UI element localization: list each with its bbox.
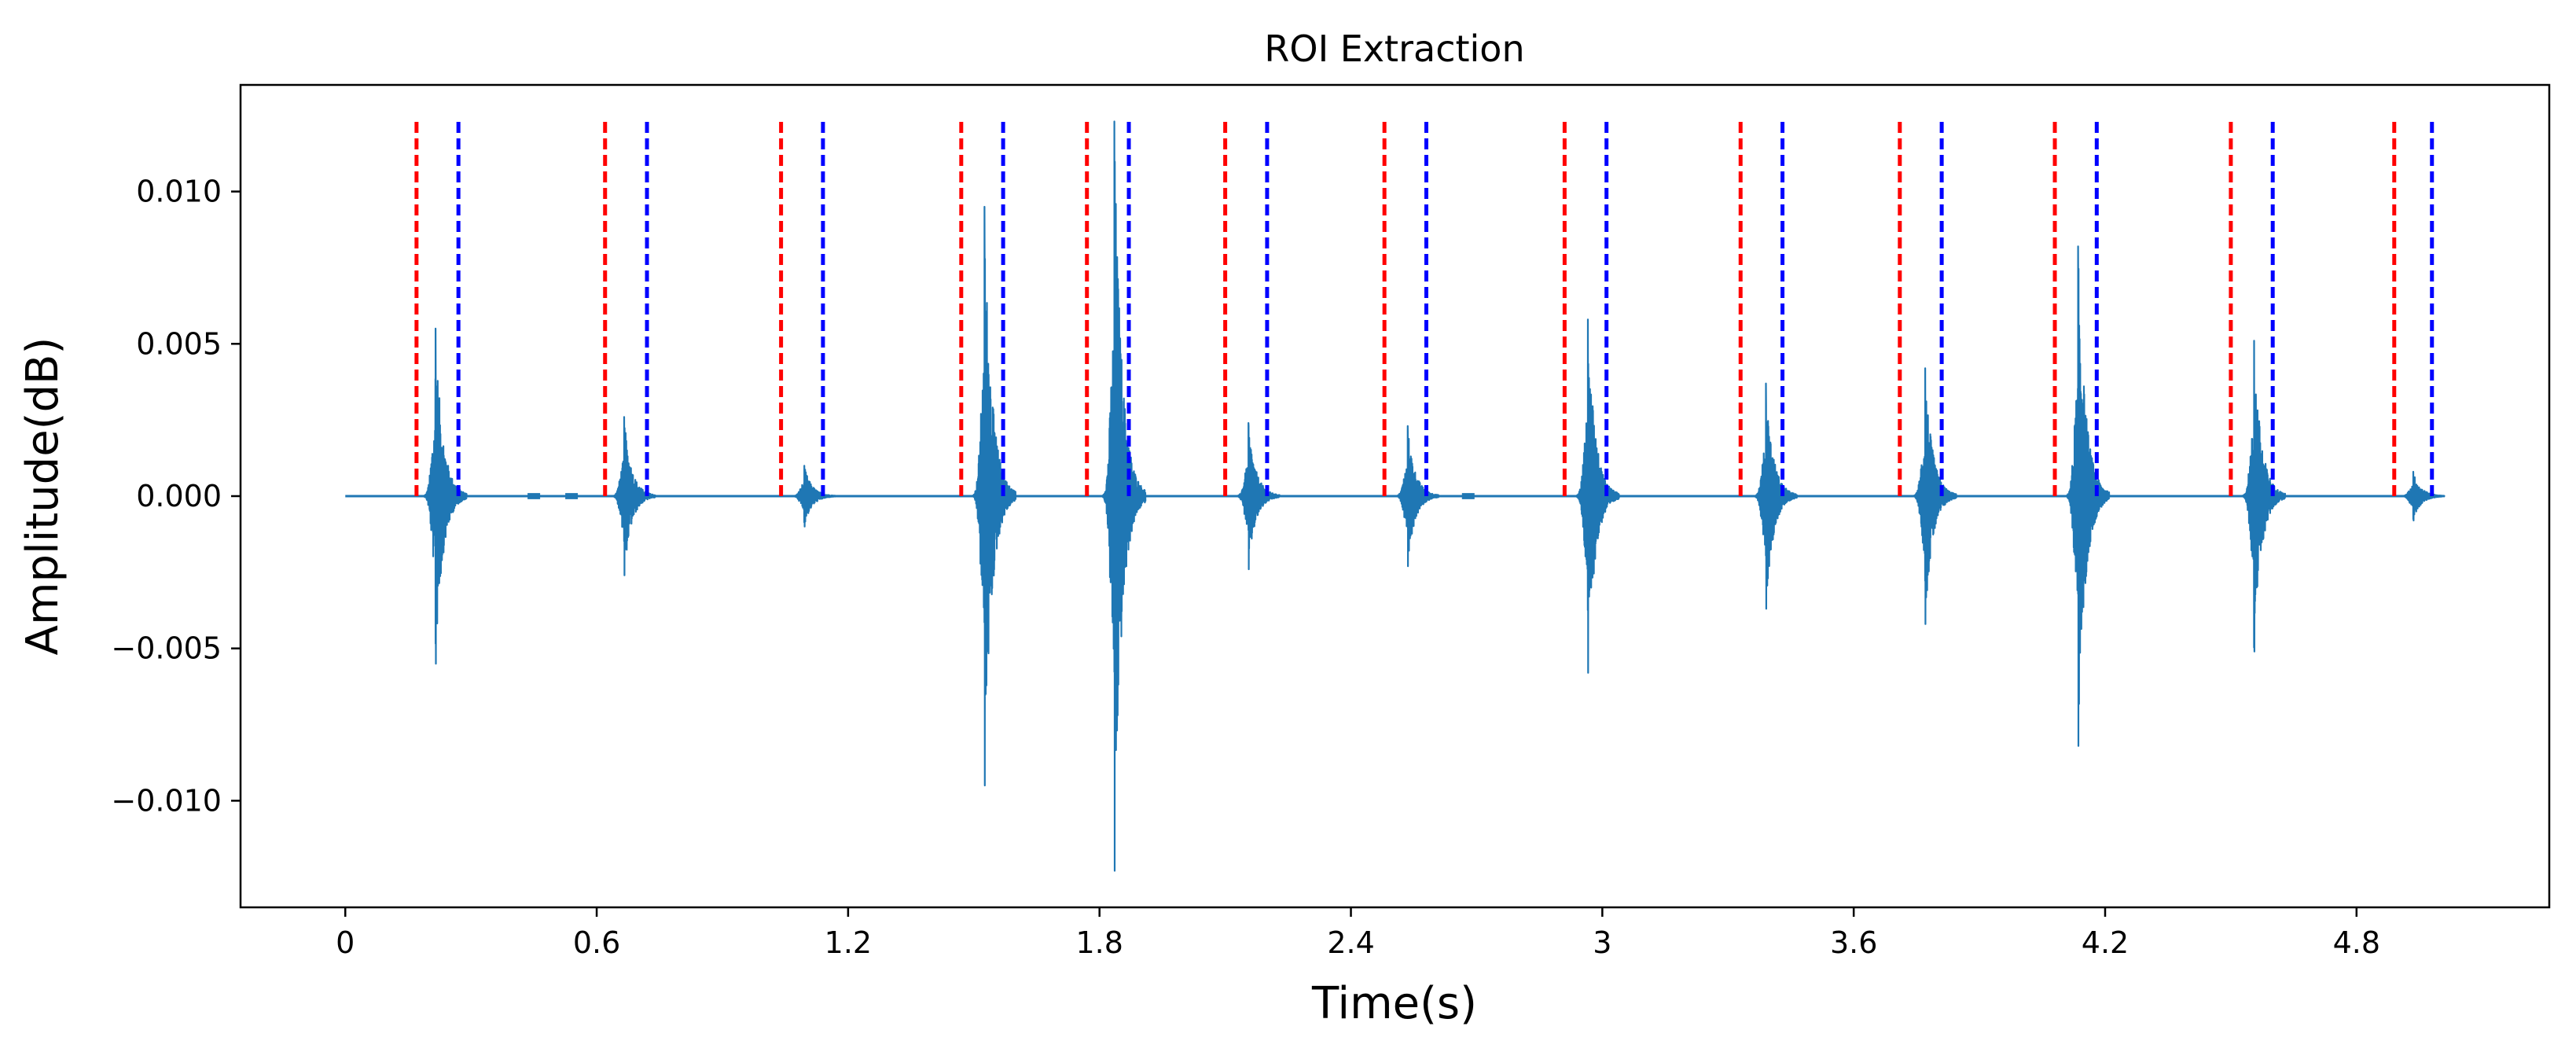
signal-burst — [2065, 245, 2111, 747]
x-tick-label: 0 — [336, 925, 355, 960]
x-tick-label: 1.2 — [825, 925, 872, 960]
y-tick-label: 0.010 — [136, 175, 222, 209]
y-axis-label: Amplitude(dB) — [17, 337, 68, 656]
x-tick-label: 2.4 — [1327, 925, 1374, 960]
chart-title: ROI Extraction — [1264, 28, 1524, 70]
signal-burst — [1753, 382, 1799, 610]
signal-burst — [792, 465, 836, 528]
signal-burst — [1575, 318, 1620, 674]
x-tick-label: 4.2 — [2082, 925, 2129, 960]
y-tick-label: −0.010 — [111, 783, 222, 818]
x-tick-label: 4.8 — [2333, 925, 2380, 960]
signal-minor-blip — [1461, 493, 1475, 499]
signal-burst — [972, 205, 1017, 787]
signal-minor-blip — [565, 493, 579, 499]
x-axis: 0 0.6 1.2 1.8 2.4 3 3.6 4.2 4.8 — [336, 907, 2380, 960]
signal-burst — [1236, 421, 1281, 571]
signal-minor-blip — [527, 493, 541, 499]
x-tick-label: 1.8 — [1075, 925, 1123, 960]
y-tick-label: −0.005 — [111, 631, 222, 666]
x-tick-label: 3 — [1593, 925, 1611, 960]
signal-burst — [1101, 120, 1147, 872]
signal-burst — [1395, 425, 1440, 568]
x-tick-label: 0.6 — [573, 925, 620, 960]
y-tick-label: 0.005 — [136, 326, 222, 361]
plot-area — [345, 120, 2446, 872]
x-axis-label: Time(s) — [1311, 978, 1477, 1029]
y-tick-label: 0.000 — [136, 479, 222, 513]
signal-burst — [2401, 470, 2446, 522]
signal-burst — [1912, 367, 1957, 625]
y-axis: 0.010 0.005 0.000 −0.005 −0.010 — [111, 175, 241, 818]
x-tick-label: 3.6 — [1830, 925, 1877, 960]
signal-burst — [2241, 340, 2287, 653]
